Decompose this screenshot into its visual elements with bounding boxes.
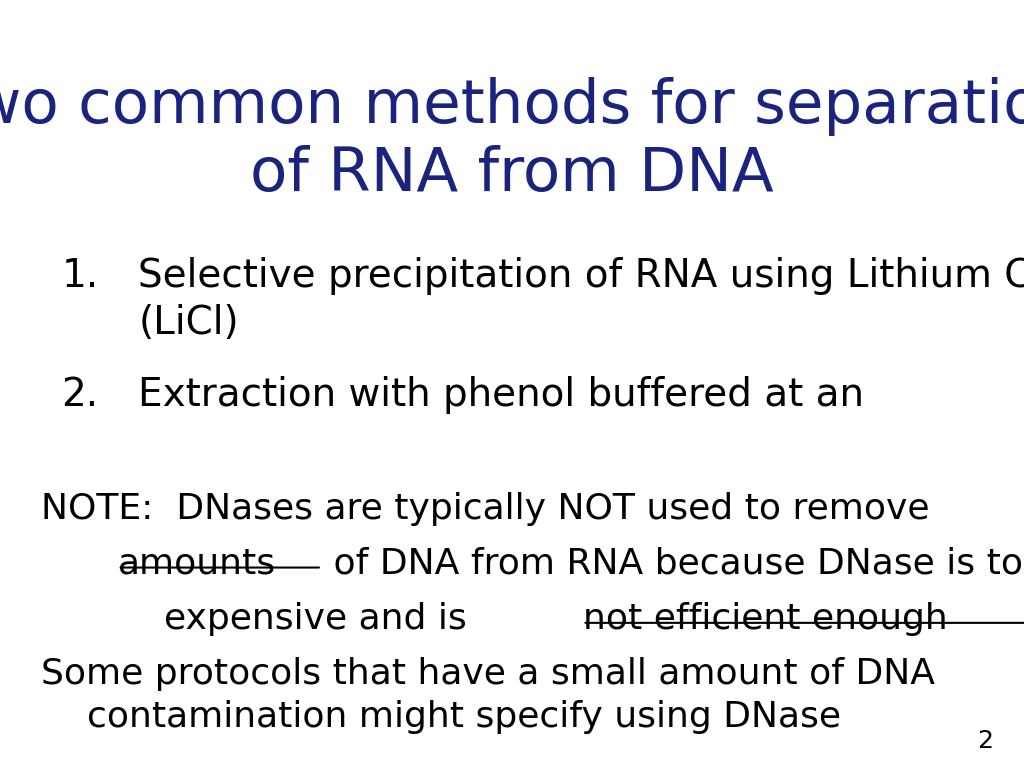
Text: 2.: 2. [61, 376, 98, 414]
Text: 1.: 1. [61, 257, 98, 295]
Text: Some protocols that have a small amount of DNA
    contamination might specify u: Some protocols that have a small amount … [41, 657, 935, 733]
Text: Selective precipitation of RNA using Lithium Chloride
(LiCl): Selective precipitation of RNA using Lit… [138, 257, 1024, 343]
Text: expensive and is: expensive and is [118, 602, 478, 636]
Text: Two common methods for separation
of RNA from DNA: Two common methods for separation of RNA… [0, 77, 1024, 204]
Text: not efficient enough: not efficient enough [583, 602, 947, 636]
Text: 2: 2 [977, 729, 993, 753]
Text: Extraction with phenol buffered at an: Extraction with phenol buffered at an [138, 376, 877, 414]
Text: of DNA from RNA because DNase is too: of DNA from RNA because DNase is too [322, 547, 1024, 581]
Text: NOTE:  DNases are typically NOT used to remove: NOTE: DNases are typically NOT used to r… [41, 492, 941, 525]
Text: amounts: amounts [118, 547, 275, 581]
